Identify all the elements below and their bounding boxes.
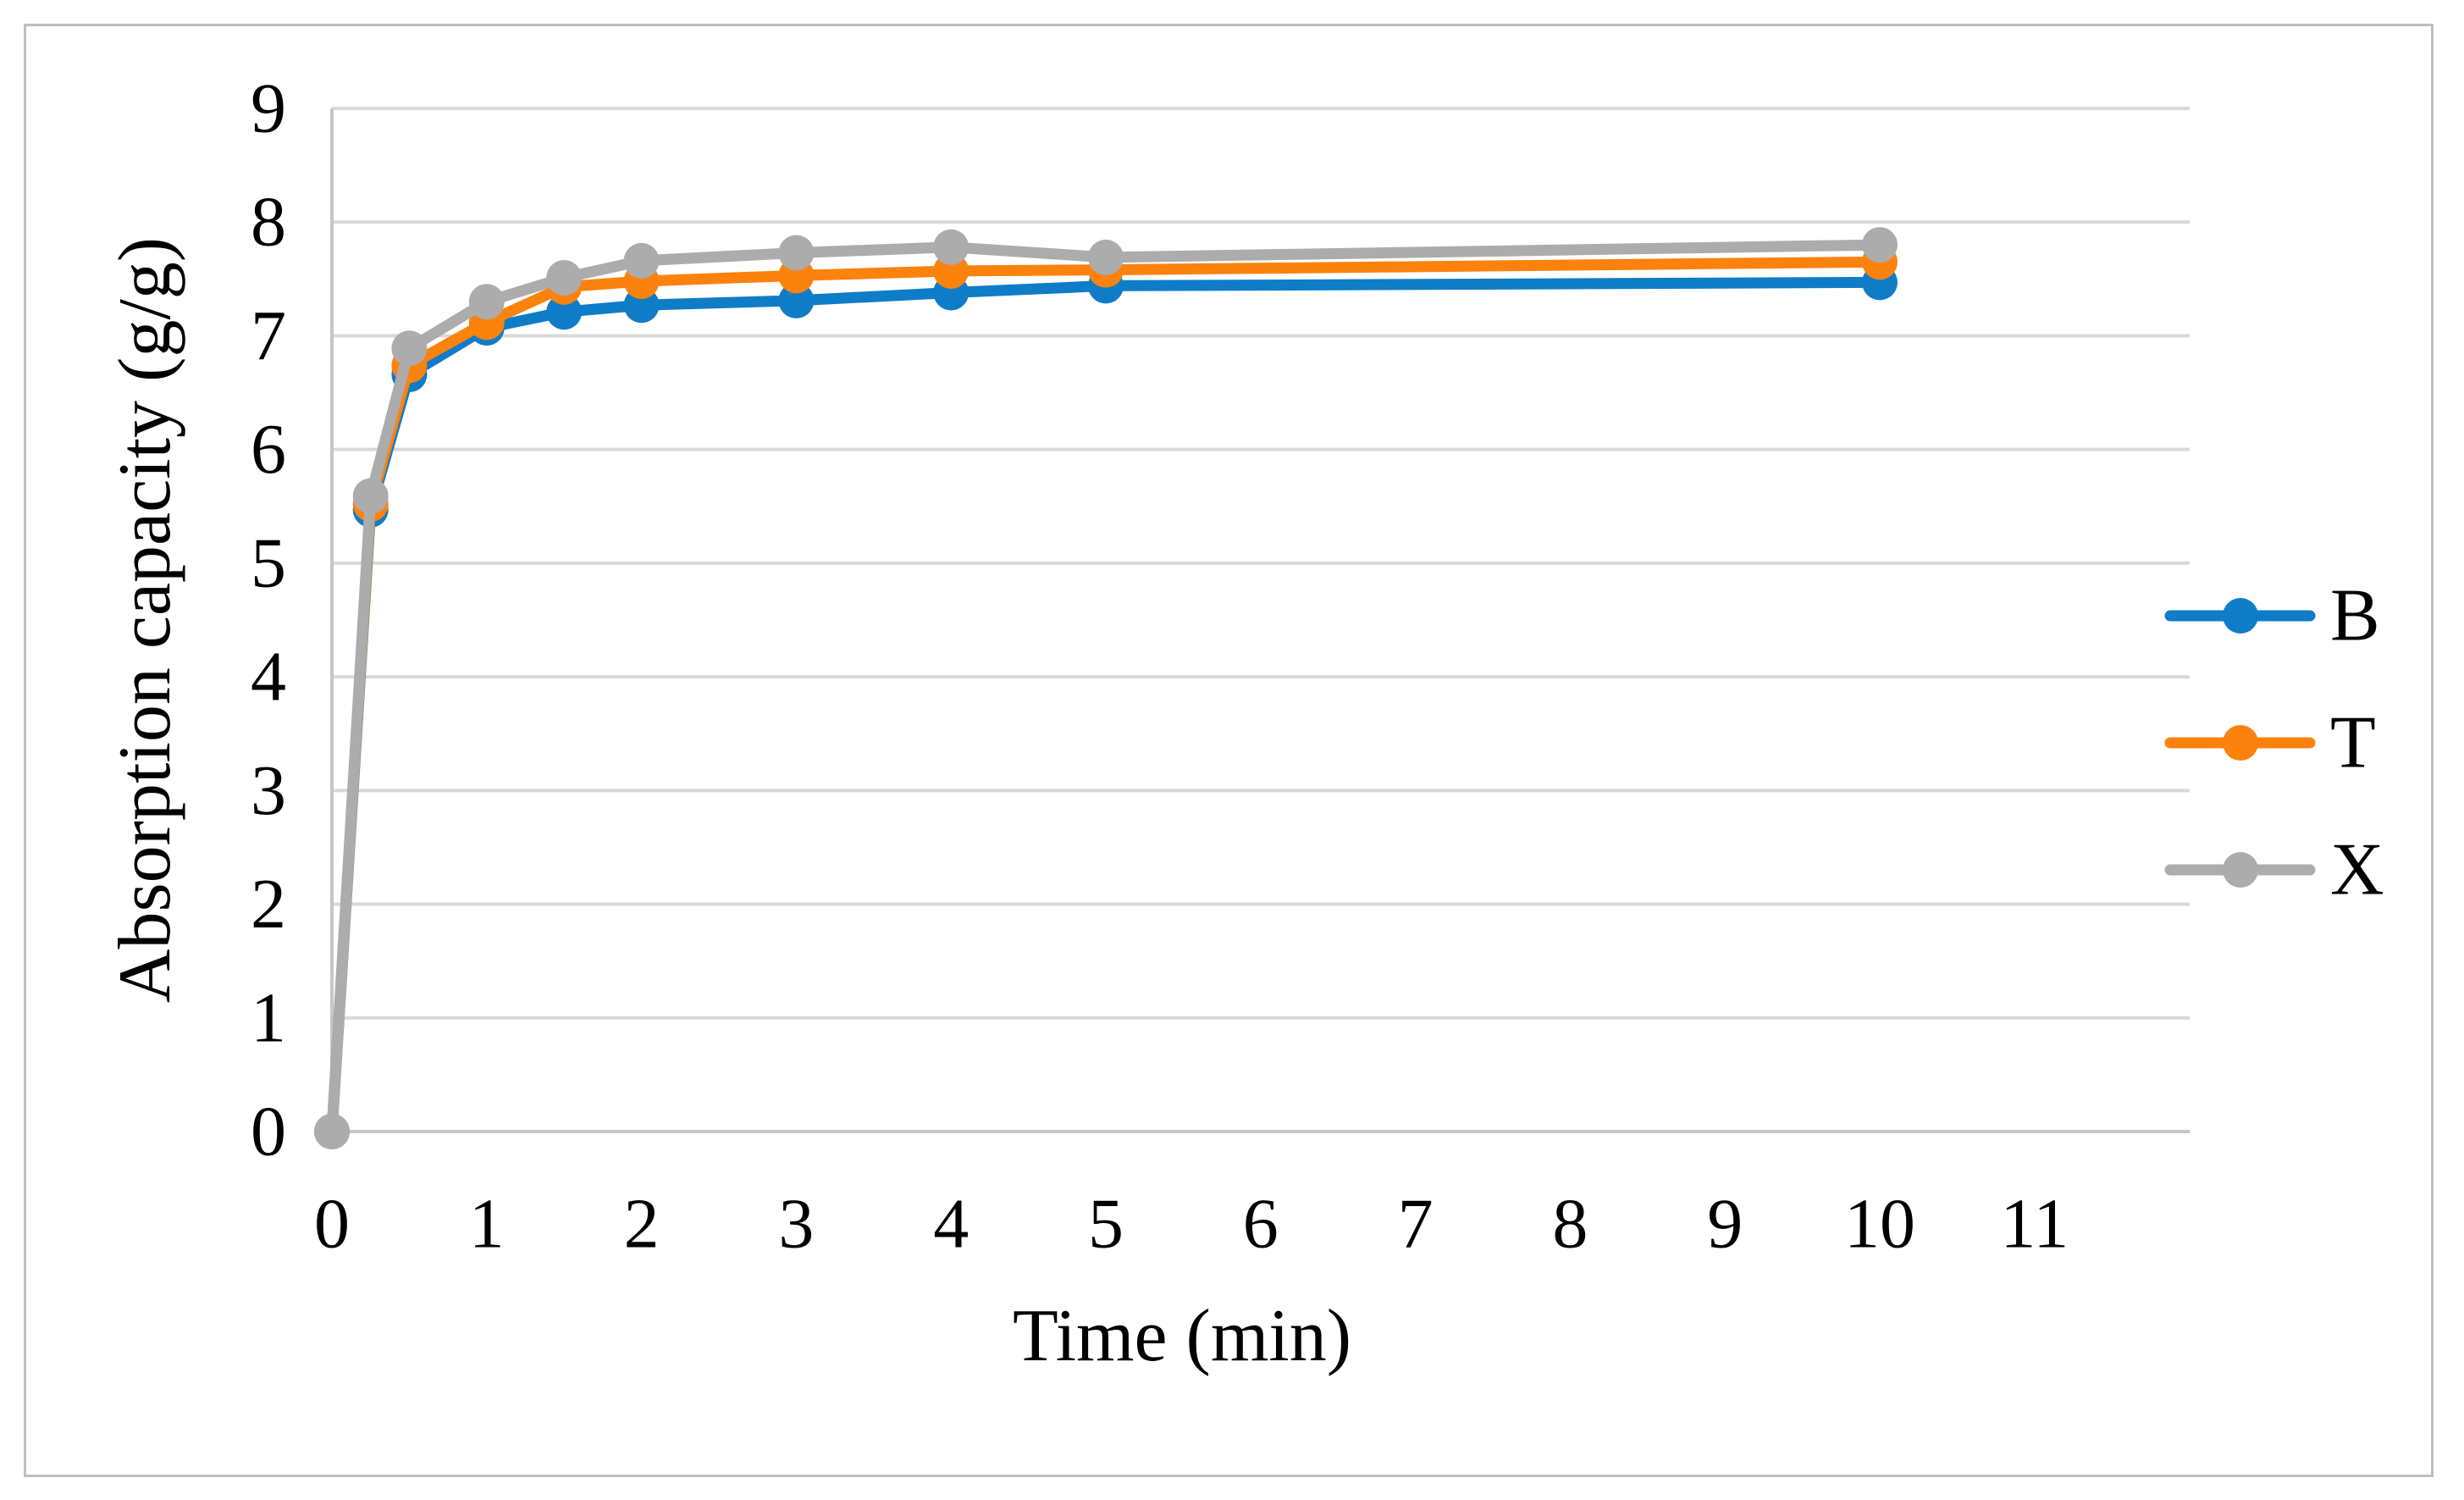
x-tick-label-0: 0 xyxy=(314,1185,350,1264)
data-point-X-0.5 xyxy=(391,330,428,367)
x-tick-label-9: 9 xyxy=(1707,1185,1743,1264)
data-point-X-4 xyxy=(933,229,970,265)
y-tick-label-8: 8 xyxy=(251,183,286,262)
data-point-X-1 xyxy=(468,284,505,320)
x-tick-label-1: 1 xyxy=(469,1185,505,1264)
x-tick-label-2: 2 xyxy=(624,1185,660,1264)
data-point-X-0.25 xyxy=(352,478,389,514)
series-line-T xyxy=(326,256,1886,1137)
legend-entry-X: X xyxy=(2164,829,2384,911)
y-tick-label-6: 6 xyxy=(251,410,286,489)
x-tick-label-5: 5 xyxy=(1088,1185,1124,1264)
x-axis-title: Time (min) xyxy=(1012,1295,1352,1377)
series-line-B xyxy=(326,276,1886,1137)
data-point-X-5 xyxy=(1088,239,1124,275)
y-tick-label-1: 1 xyxy=(251,978,286,1057)
legend-label-B: B xyxy=(2330,575,2380,657)
y-tick-label-4: 4 xyxy=(251,638,286,717)
legend-marker-B xyxy=(2223,598,2258,634)
data-point-X-2 xyxy=(623,242,660,279)
y-tick-label-0: 0 xyxy=(251,1093,286,1171)
data-point-B-1.5 xyxy=(546,294,583,330)
data-point-X-1.5 xyxy=(546,260,583,296)
data-point-X-0 xyxy=(314,1114,350,1149)
x-tick-label-10: 10 xyxy=(1844,1185,1915,1264)
x-tick-label-3: 3 xyxy=(778,1185,814,1264)
x-tick-label-4: 4 xyxy=(933,1185,969,1264)
y-tick-label-7: 7 xyxy=(251,296,286,375)
legend-marker-X xyxy=(2223,852,2258,888)
legend-label-X: X xyxy=(2330,829,2384,911)
x-tick-label-8: 8 xyxy=(1552,1185,1588,1264)
x-tick-label-7: 7 xyxy=(1398,1185,1434,1264)
y-tick-label-2: 2 xyxy=(251,865,286,944)
legend-marker-T xyxy=(2223,725,2258,761)
y-axis-title: Absorption capacity (g/g) xyxy=(104,236,186,1004)
legend-entry-T: T xyxy=(2164,702,2376,784)
series-T xyxy=(314,244,1898,1149)
y-tick-label-3: 3 xyxy=(251,751,286,830)
y-tick-label-9: 9 xyxy=(251,69,286,148)
legend-label-T: T xyxy=(2330,702,2376,784)
x-tick-label-11: 11 xyxy=(2000,1185,2069,1264)
data-point-X-3 xyxy=(778,235,815,271)
series-X xyxy=(314,227,1898,1149)
data-point-X-10 xyxy=(1862,227,1898,263)
legend-entry-B: B xyxy=(2164,575,2380,657)
y-tick-label-5: 5 xyxy=(251,523,286,602)
x-tick-label-6: 6 xyxy=(1243,1185,1279,1264)
series-line-X xyxy=(326,239,1886,1137)
data-point-B-3 xyxy=(778,282,815,318)
